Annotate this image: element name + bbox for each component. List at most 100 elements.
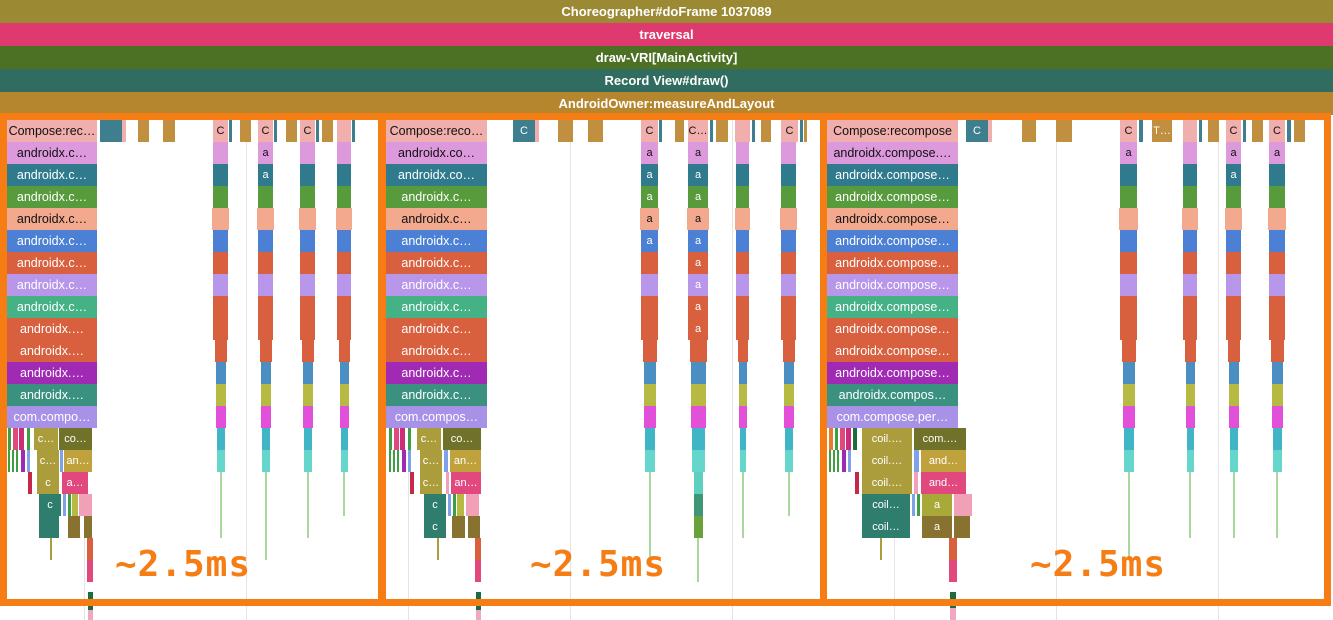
flame-segment[interactable] — [340, 384, 349, 406]
flame-segment[interactable]: a — [258, 142, 273, 164]
trace-slice-label-row[interactable]: androidx.c… — [7, 230, 97, 252]
flame-segment[interactable] — [784, 362, 794, 384]
trace-slice[interactable]: C… — [688, 120, 708, 142]
flame-segment[interactable] — [736, 164, 749, 186]
trace-slice-choreographer-doframe[interactable]: Choreographer#doFrame 1037089 — [0, 0, 1333, 23]
trace-slice-label-row[interactable]: androidx.c… — [386, 318, 487, 340]
flame-segment[interactable]: a — [688, 318, 708, 340]
trace-slice-label-row[interactable]: androidx.… — [7, 384, 97, 406]
trace-slice[interactable]: C — [641, 120, 658, 142]
trace-slice[interactable] — [122, 120, 126, 142]
flame-segment[interactable] — [1230, 450, 1238, 472]
flame-segment[interactable] — [1120, 296, 1137, 318]
flame-segment[interactable] — [1123, 362, 1135, 384]
trace-slice-label-row[interactable]: androidx.c… — [7, 296, 97, 318]
flame-segment[interactable] — [258, 252, 273, 274]
trace-slice[interactable]: coil… — [862, 516, 910, 538]
flame-segment[interactable] — [643, 340, 657, 362]
trace-slice-label-row[interactable]: androidx.compose… — [827, 230, 958, 252]
flame-segment[interactable] — [1229, 384, 1239, 406]
trace-slice[interactable]: and… — [921, 472, 966, 494]
trace-slice[interactable]: C — [1269, 120, 1285, 142]
trace-slice[interactable] — [1183, 120, 1197, 142]
flame-segment[interactable] — [304, 450, 312, 472]
flame-segment[interactable] — [217, 428, 225, 450]
flame-segment[interactable] — [1124, 428, 1134, 450]
flame-segment[interactable]: a — [1226, 142, 1241, 164]
flame-segment[interactable] — [300, 186, 315, 208]
flame-segment[interactable] — [258, 296, 273, 318]
trace-slice[interactable] — [100, 120, 122, 142]
trace-slice[interactable] — [1139, 120, 1143, 142]
flame-segment[interactable] — [1268, 208, 1286, 230]
trace-slice[interactable]: c — [424, 494, 446, 516]
trace-slice[interactable] — [63, 494, 66, 516]
trace-slice[interactable] — [27, 428, 30, 450]
flame-segment[interactable] — [1228, 340, 1240, 362]
flame-segment[interactable] — [212, 208, 229, 230]
flame-segment[interactable] — [738, 340, 748, 362]
flame-segment[interactable] — [1183, 142, 1197, 164]
trace-slice[interactable] — [1022, 120, 1036, 142]
flame-segment[interactable] — [300, 142, 315, 164]
flame-segment[interactable] — [644, 362, 656, 384]
trace-slice-label-row[interactable]: androidx.c… — [386, 186, 487, 208]
trace-slice[interactable] — [949, 560, 957, 582]
flame-segment[interactable] — [641, 252, 658, 274]
trace-slice[interactable]: a — [922, 494, 952, 516]
flame-segment[interactable] — [645, 428, 655, 450]
flame-segment[interactable] — [341, 428, 348, 450]
flame-segment[interactable] — [1269, 230, 1285, 252]
trace-slice[interactable] — [322, 120, 333, 142]
flame-segment[interactable] — [300, 296, 315, 318]
trace-slice-android-owner-measure[interactable]: AndroidOwner:measureAndLayout — [0, 92, 1333, 115]
flame-segment[interactable] — [1186, 384, 1195, 406]
flame-segment[interactable] — [780, 208, 797, 230]
trace-slice[interactable] — [50, 538, 52, 560]
trace-slice[interactable] — [1243, 120, 1246, 142]
flame-segment[interactable] — [736, 142, 749, 164]
flame-segment[interactable] — [739, 406, 747, 428]
flame-segment[interactable] — [1226, 252, 1241, 274]
trace-slice[interactable] — [87, 560, 93, 582]
trace-slice-label-row[interactable]: androidx.compose… — [827, 164, 958, 186]
flame-segment[interactable] — [213, 296, 228, 318]
trace-slice[interactable] — [829, 450, 831, 472]
trace-slice[interactable] — [28, 472, 32, 494]
trace-slice[interactable] — [535, 120, 539, 142]
trace-slice[interactable] — [79, 494, 92, 516]
flame-segment[interactable] — [1226, 318, 1241, 340]
trace-slice[interactable] — [710, 120, 713, 142]
flame-segment[interactable] — [1229, 362, 1239, 384]
flame-segment[interactable] — [783, 340, 795, 362]
trace-slice-label-row[interactable]: com.compo… — [7, 406, 97, 428]
flame-segment[interactable] — [740, 450, 746, 472]
flame-segment[interactable] — [1269, 274, 1285, 296]
trace-slice[interactable] — [558, 120, 573, 142]
flame-segment[interactable] — [258, 274, 273, 296]
flame-segment[interactable] — [337, 252, 351, 274]
trace-slice-label-row[interactable]: androidx.c… — [7, 274, 97, 296]
trace-slice[interactable] — [588, 120, 603, 142]
trace-slice-label-row[interactable]: androidx.c… — [7, 186, 97, 208]
trace-slice[interactable] — [475, 560, 481, 582]
trace-slice[interactable] — [912, 494, 915, 516]
flame-segment[interactable] — [740, 428, 746, 450]
trace-slice[interactable]: com.… — [914, 428, 966, 450]
trace-slice[interactable]: coil.… — [862, 428, 912, 450]
flame-segment[interactable] — [337, 186, 351, 208]
flame-segment[interactable] — [213, 230, 228, 252]
trace-slice-label-row[interactable]: androidx.c… — [386, 230, 487, 252]
flame-segment[interactable] — [736, 252, 749, 274]
flame-segment[interactable] — [1272, 362, 1283, 384]
trace-slice[interactable] — [163, 120, 175, 142]
flame-segment[interactable]: a — [688, 252, 708, 274]
flame-segment[interactable] — [257, 208, 274, 230]
trace-slice-label-row[interactable]: com.compose.per… — [827, 406, 958, 428]
flame-segment[interactable] — [1273, 428, 1282, 450]
flame-segment[interactable] — [1183, 318, 1197, 340]
trace-slice-label-row[interactable]: androidx.c… — [386, 340, 487, 362]
trace-slice[interactable] — [60, 450, 63, 472]
flame-segment[interactable]: a — [258, 164, 273, 186]
trace-slice[interactable] — [457, 494, 464, 516]
